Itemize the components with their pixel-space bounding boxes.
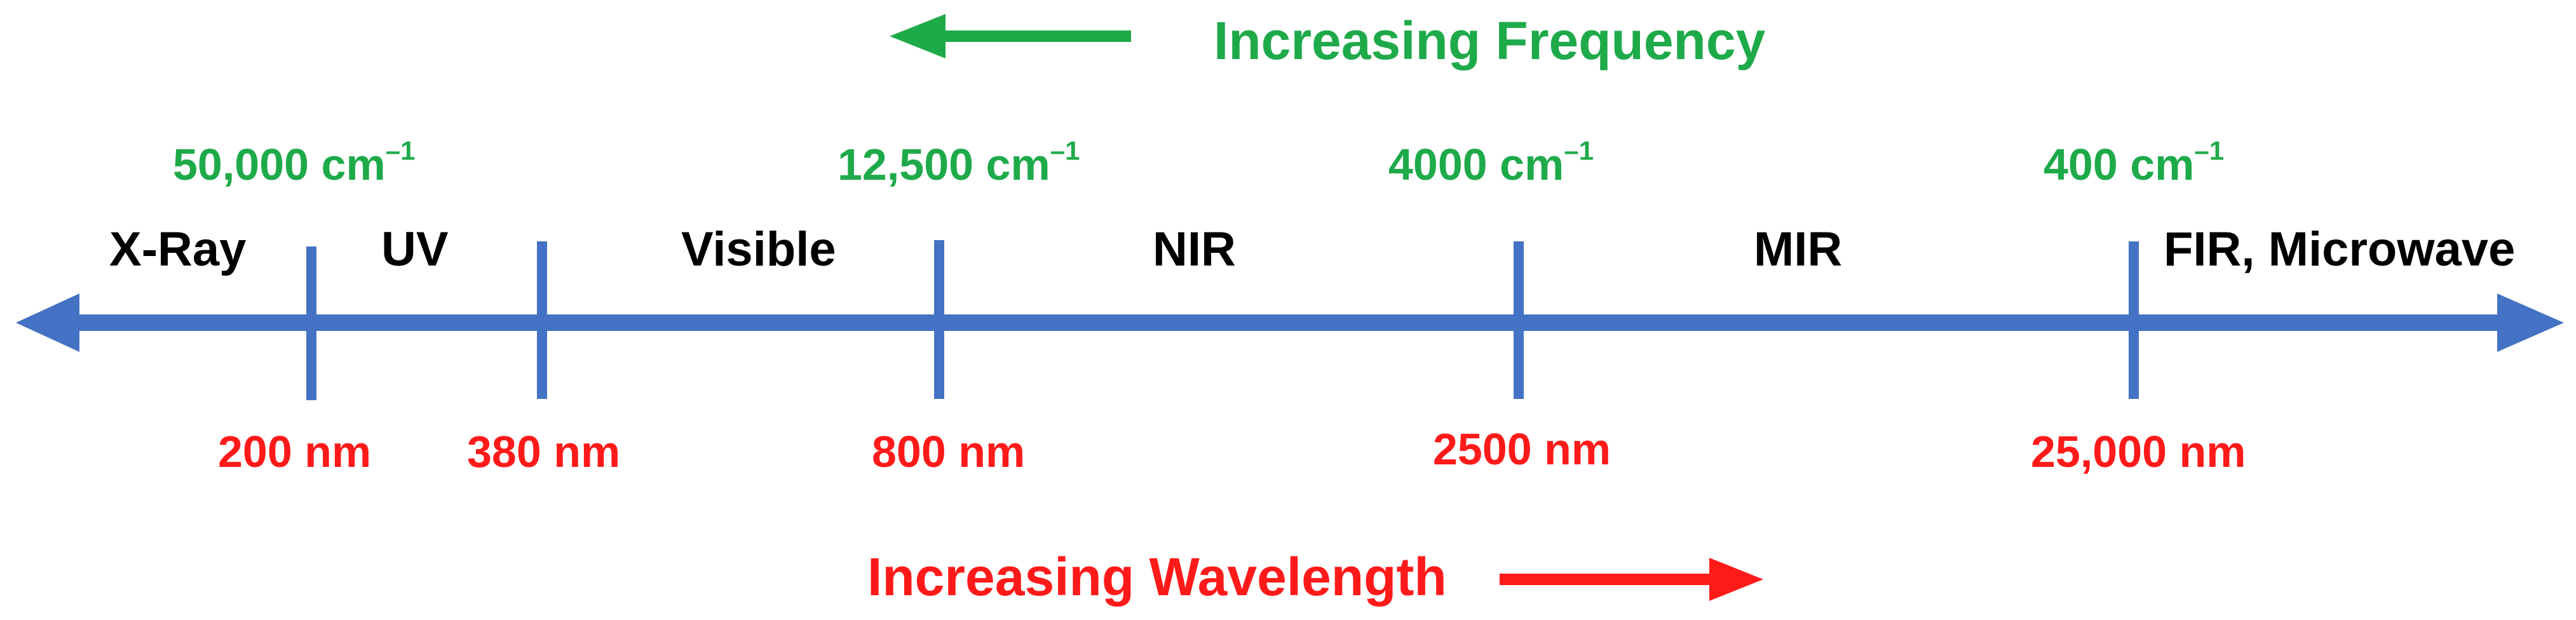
wavelength-title: Increasing Wavelength (867, 547, 1447, 607)
wavenumber-label: 4000 cm–1 (1388, 135, 1594, 189)
wavenumber-label: 400 cm–1 (2044, 135, 2225, 189)
wavelength-label: 200 nm (218, 427, 372, 476)
region-label-fir-microwave: FIR, Microwave (2164, 222, 2516, 276)
wavenumber-label: 12,500 cm–1 (837, 135, 1080, 189)
axis-left-arrowhead (16, 293, 79, 352)
region-label-xray: X-Ray (109, 222, 247, 276)
wavelength-arrow-head (1709, 558, 1763, 601)
frequency-title: Increasing Frequency (1214, 11, 1766, 71)
region-label-visible: Visible (681, 222, 836, 276)
region-label-uv: UV (381, 222, 449, 276)
frequency-arrow-head (890, 14, 946, 58)
wavelength-label: 380 nm (467, 427, 621, 476)
wavelength-label: 800 nm (872, 427, 1026, 476)
wavenumber-label: 50,000 cm–1 (173, 135, 416, 189)
region-label-nir: NIR (1153, 222, 1236, 276)
axis-right-arrowhead (2497, 293, 2564, 352)
wavelength-label: 2500 nm (1433, 424, 1611, 474)
wavelength-label: 25,000 nm (2031, 427, 2246, 476)
region-label-mir: MIR (1754, 222, 1843, 276)
